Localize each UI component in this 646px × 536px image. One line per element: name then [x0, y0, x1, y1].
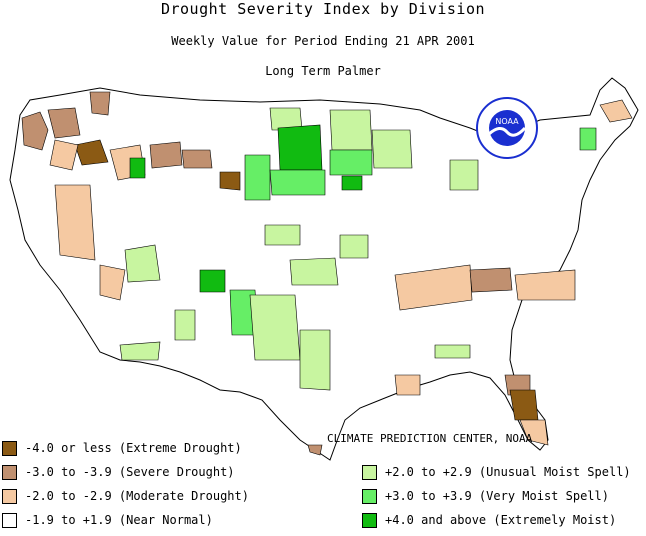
legend-label: -2.0 to -2.9 (Moderate Drought) — [25, 489, 249, 503]
legend-swatch — [362, 488, 377, 504]
region-la — [394, 374, 421, 396]
region-mn-south — [329, 149, 373, 176]
region-tx-central — [299, 329, 331, 391]
region-vt — [579, 127, 597, 151]
region-nv — [54, 184, 96, 261]
region-mo — [339, 234, 369, 259]
region-wa-coast — [21, 111, 49, 151]
region-mt-west — [149, 141, 183, 169]
legend-swatch — [2, 512, 17, 528]
region-ia-core — [341, 175, 363, 191]
noaa-logo: NOAA — [476, 97, 538, 159]
index-name: Long Term Palmer — [265, 64, 381, 78]
legend-item-unusual-moist: +2.0 to +2.9 (Unusual Moist Spell) — [362, 464, 631, 480]
region-wa-east — [47, 107, 81, 139]
region-or-central — [74, 139, 109, 166]
legend-item-moderate-drought: -2.0 to -2.9 (Moderate Drought) — [2, 488, 249, 504]
region-wy-green — [129, 157, 146, 179]
region-fl-central — [509, 389, 539, 421]
legend-swatch — [2, 464, 17, 480]
legend-swatch — [362, 464, 377, 480]
legend-moist: +2.0 to +2.9 (Unusual Moist Spell) +3.0 … — [362, 464, 631, 536]
legend-label: +2.0 to +2.9 (Unusual Moist Spell) — [385, 465, 631, 479]
region-tx-west — [249, 294, 301, 361]
region-fl-south — [519, 419, 549, 446]
region-sd-south — [269, 169, 326, 196]
region-tx-tip — [307, 444, 323, 456]
region-ca-south — [99, 264, 126, 301]
region-ky-brown — [469, 267, 513, 293]
region-ok — [289, 257, 339, 286]
region-az-sw — [174, 309, 196, 341]
region-tx-south — [119, 341, 161, 361]
region-wy-brown — [219, 171, 241, 191]
division-regions — [21, 91, 633, 456]
region-mi — [449, 159, 479, 191]
region-al — [434, 344, 471, 359]
legend-label: -4.0 or less (Extreme Drought) — [25, 441, 242, 455]
map-subtitle: Weekly Value for Period Ending 21 APR 20… — [171, 34, 475, 48]
region-nd-core — [277, 124, 323, 171]
legend-item-extreme-drought: -4.0 or less (Extreme Drought) — [2, 440, 249, 456]
region-mt-central — [181, 149, 213, 169]
legend-item-near-normal: -1.9 to +1.9 (Near Normal) — [2, 512, 249, 528]
region-wi — [371, 129, 413, 169]
region-ut — [124, 244, 161, 283]
region-sd-north — [244, 154, 271, 201]
region-nc — [514, 269, 576, 301]
credit-text: CLIMATE PREDICTION CENTER, NOAA — [327, 432, 533, 445]
legend-item-severe-drought: -3.0 to -3.9 (Severe Drought) — [2, 464, 249, 480]
region-me-coast — [599, 99, 633, 123]
region-mn — [329, 109, 373, 151]
legend-label: -3.0 to -3.9 (Severe Drought) — [25, 465, 235, 479]
legend-label: +3.0 to +3.9 (Very Moist Spell) — [385, 489, 609, 503]
legend-swatch — [362, 512, 377, 528]
legend-item-very-moist: +3.0 to +3.9 (Very Moist Spell) — [362, 488, 631, 504]
legend-swatch — [2, 440, 17, 456]
region-tn — [394, 264, 473, 311]
region-wa-north — [89, 91, 111, 116]
map-title: Drought Severity Index by Division — [160, 0, 486, 18]
region-co-green — [199, 269, 226, 293]
legend-swatch — [2, 488, 17, 504]
legend-label: +4.0 and above (Extremely Moist) — [385, 513, 617, 527]
legend-item-extremely-moist: +4.0 and above (Extremely Moist) — [362, 512, 631, 528]
region-ks — [264, 224, 301, 246]
legend-label: -1.9 to +1.9 (Near Normal) — [25, 513, 213, 527]
legend-drought: -4.0 or less (Extreme Drought) -3.0 to -… — [2, 440, 249, 536]
logo-text: NOAA — [495, 117, 519, 126]
region-or-east — [49, 139, 79, 171]
